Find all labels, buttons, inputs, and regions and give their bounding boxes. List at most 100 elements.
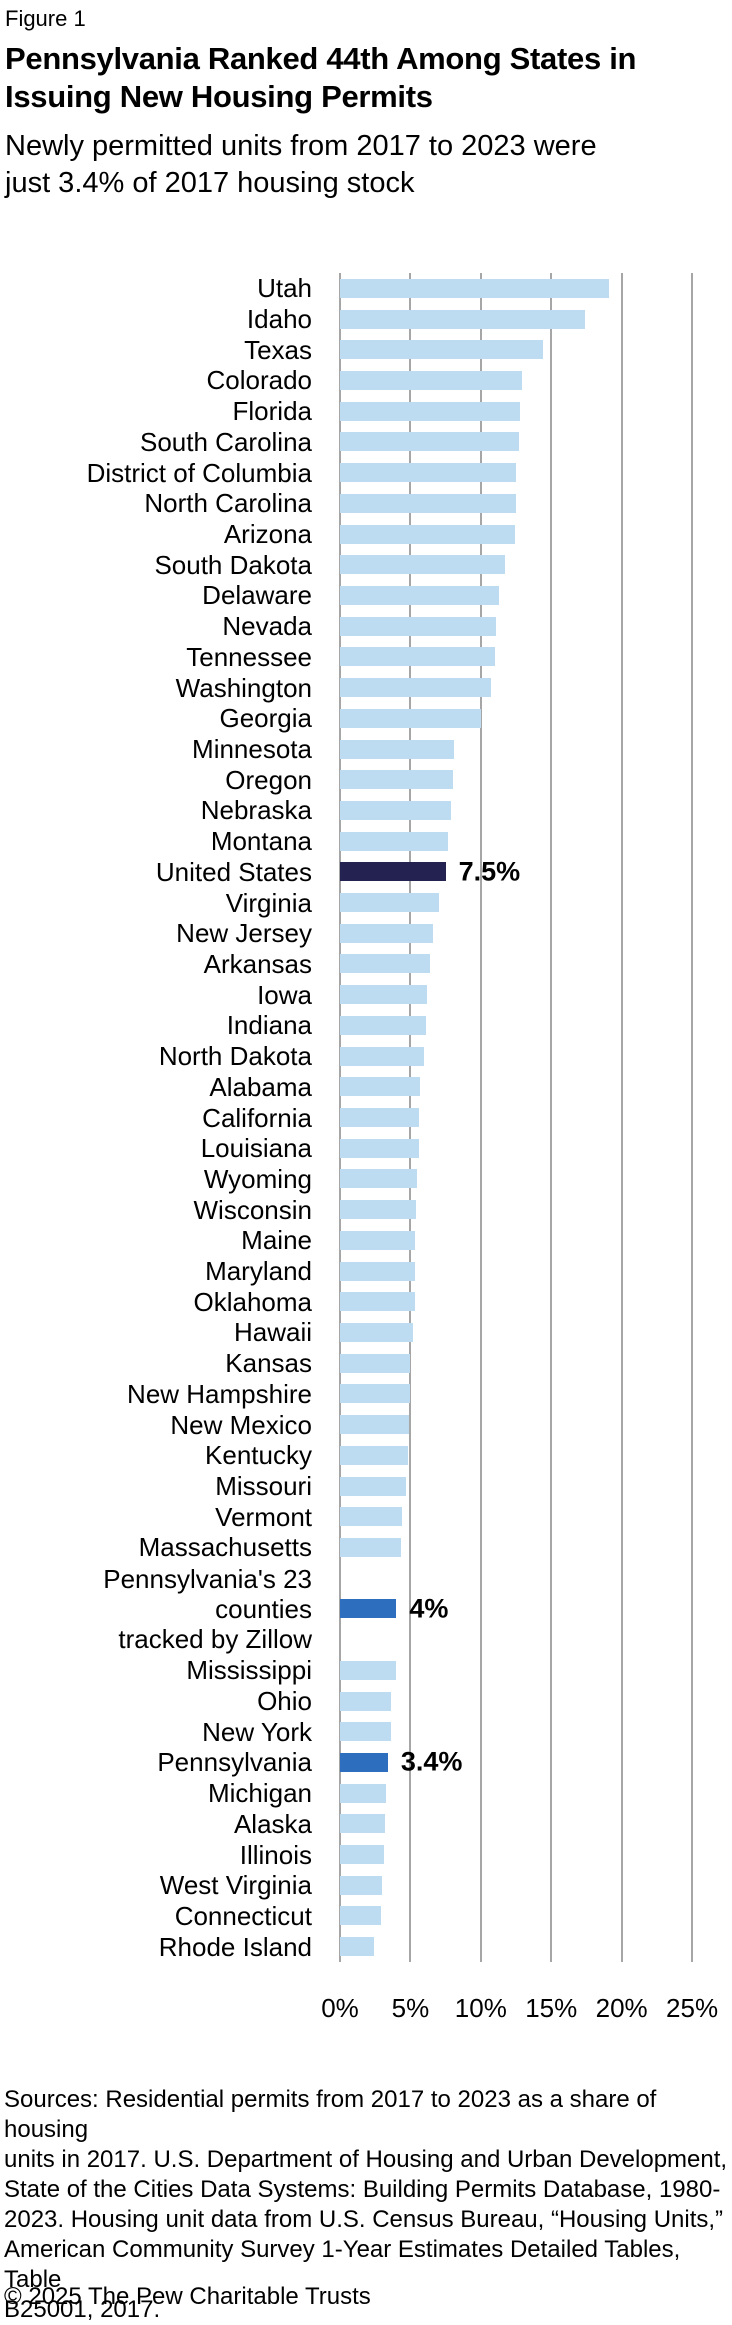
row-label: North Carolina	[144, 488, 312, 519]
page-subtitle: Newly permitted units from 2017 to 2023 …	[5, 130, 597, 199]
bar-chart: 0% 5% 10% 15% 20% 25% Utah Idaho Texas Colorado Fl…	[86, 273, 718, 2023]
row-label: Maryland	[205, 1256, 312, 1287]
row-label: Indiana	[226, 1010, 312, 1041]
row-label: Georgia	[219, 703, 313, 734]
row-label: District of Columbia	[86, 457, 312, 488]
bar	[340, 678, 491, 698]
bar	[340, 1200, 417, 1220]
bar	[340, 708, 481, 728]
row-label: Florida	[232, 396, 312, 427]
row-label: Tennessee	[186, 641, 312, 672]
row-label: Wisconsin	[193, 1194, 312, 1225]
bar	[340, 1415, 409, 1435]
row-label: Mississippi	[186, 1655, 312, 1686]
row-label: Arizona	[223, 519, 312, 550]
bar	[340, 493, 517, 513]
row-label: Oklahoma	[193, 1286, 313, 1317]
row-label: Alaska	[233, 1808, 312, 1839]
row-label: Massachusetts	[138, 1532, 312, 1563]
x-axis-tick-label: 20%	[595, 1993, 648, 2023]
bar	[340, 1077, 421, 1097]
bar	[340, 278, 609, 298]
x-axis-tick-label: 10%	[454, 1993, 507, 2023]
bar	[340, 1783, 387, 1803]
row-label: California	[202, 1102, 312, 1133]
row-label: Hawaii	[233, 1317, 312, 1348]
bar	[340, 309, 586, 329]
bar	[340, 1722, 391, 1742]
bar-value-label: 4%	[409, 1593, 449, 1624]
row-label: United States	[155, 856, 312, 887]
bar	[340, 524, 515, 544]
bar	[340, 1660, 397, 1680]
bar	[340, 1691, 391, 1711]
bar	[340, 432, 519, 452]
bar	[340, 370, 522, 390]
bar	[340, 739, 455, 759]
sources-note: Sources: Residential permits from 2017 t…	[4, 2086, 728, 2323]
row-label: New Mexico	[170, 1409, 312, 1440]
row-label: Vermont	[215, 1501, 312, 1532]
figure-label: Figure 1	[5, 6, 86, 31]
row-label: Oregon	[225, 764, 312, 795]
gridline	[691, 273, 694, 1962]
bar	[340, 862, 446, 882]
bar	[340, 585, 500, 605]
row-label: Illinois	[239, 1839, 312, 1870]
bar	[340, 1322, 414, 1342]
bar	[340, 1138, 419, 1158]
row-label: West Virginia	[159, 1870, 312, 1901]
bar-value-label: 3.4%	[400, 1746, 463, 1777]
bar	[340, 1108, 419, 1128]
bar	[340, 800, 452, 820]
bar	[340, 1906, 381, 1926]
bar	[340, 1230, 415, 1250]
row-label: Missouri	[215, 1471, 312, 1502]
row-label: Louisiana	[200, 1133, 312, 1164]
gridline	[620, 273, 623, 1962]
row-label: North Dakota	[158, 1041, 312, 1072]
bar	[340, 1476, 407, 1496]
bar	[340, 1537, 401, 1557]
row-label: New Hampshire	[127, 1378, 312, 1409]
row-label: Idaho	[246, 304, 312, 335]
row-label: Pennsylvania	[157, 1747, 312, 1778]
bar	[340, 1046, 425, 1066]
bar	[340, 1875, 383, 1895]
row-label: South Dakota	[154, 549, 312, 580]
bar	[340, 1169, 418, 1189]
bar	[340, 1752, 388, 1772]
gridline	[550, 273, 553, 1962]
row-label: Pennsylvania's 23 counties tracked by Zi…	[103, 1563, 312, 1654]
bar	[340, 1015, 426, 1035]
row-label: Rhode Island	[158, 1931, 312, 1962]
row-label: Minnesota	[192, 734, 312, 764]
row-label: Delaware	[202, 580, 312, 611]
row-label: Kansas	[225, 1348, 312, 1379]
row-label: Ohio	[257, 1686, 312, 1716]
bar	[340, 616, 497, 636]
x-axis-tick-label: 5%	[391, 1993, 430, 2023]
bar	[340, 463, 517, 483]
row-label: New York	[202, 1716, 312, 1747]
bar	[340, 1507, 402, 1527]
bar	[340, 1353, 411, 1373]
row-label: Colorado	[206, 365, 312, 396]
row-label: Washington	[175, 672, 312, 703]
bar	[340, 1261, 415, 1281]
row-label: Arkansas	[203, 948, 312, 979]
row-label: Connecticut	[174, 1900, 312, 1931]
x-axis-tick-label: 0%	[321, 1993, 359, 2023]
row-label: Alabama	[209, 1071, 312, 1102]
row-label: Nevada	[222, 611, 312, 642]
bar	[340, 893, 439, 913]
row-label: Montana	[210, 826, 312, 857]
bar	[340, 340, 543, 360]
bar	[340, 647, 495, 667]
row-label: Wyoming	[203, 1163, 312, 1194]
row-label: Utah	[257, 273, 312, 304]
bar	[340, 401, 521, 421]
row-label: Nebraska	[200, 795, 312, 826]
row-label: Kentucky	[205, 1440, 312, 1471]
bar	[340, 831, 449, 851]
